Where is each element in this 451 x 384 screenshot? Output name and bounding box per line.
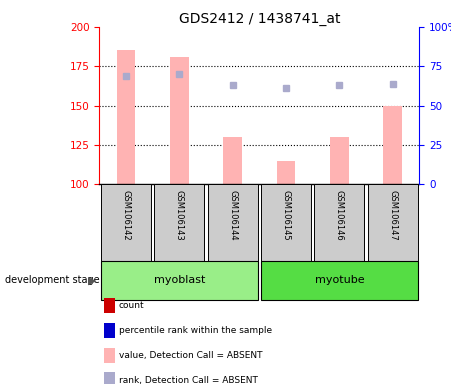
Text: myotube: myotube <box>314 275 364 285</box>
FancyBboxPatch shape <box>101 261 258 300</box>
Text: GSM106143: GSM106143 <box>175 190 184 241</box>
FancyBboxPatch shape <box>101 184 151 261</box>
Text: value, Detection Call = ABSENT: value, Detection Call = ABSENT <box>119 351 262 360</box>
FancyBboxPatch shape <box>368 184 418 261</box>
Bar <box>116 50 135 184</box>
Title: GDS2412 / 1438741_at: GDS2412 / 1438741_at <box>179 12 340 26</box>
FancyBboxPatch shape <box>154 184 204 261</box>
Text: ▶: ▶ <box>88 275 97 285</box>
Text: percentile rank within the sample: percentile rank within the sample <box>119 326 272 335</box>
Text: GSM106147: GSM106147 <box>388 190 397 241</box>
Text: GSM106146: GSM106146 <box>335 190 344 241</box>
Bar <box>330 137 349 184</box>
FancyBboxPatch shape <box>261 261 418 300</box>
Bar <box>223 137 242 184</box>
Text: rank, Detection Call = ABSENT: rank, Detection Call = ABSENT <box>119 376 258 384</box>
Text: GSM106144: GSM106144 <box>228 190 237 241</box>
Bar <box>276 161 295 184</box>
Bar <box>170 57 189 184</box>
FancyBboxPatch shape <box>314 184 364 261</box>
FancyBboxPatch shape <box>261 184 311 261</box>
Text: GSM106145: GSM106145 <box>281 190 290 241</box>
FancyBboxPatch shape <box>207 184 258 261</box>
Text: myoblast: myoblast <box>154 275 205 285</box>
Text: count: count <box>119 301 144 310</box>
Bar <box>383 106 402 184</box>
Text: development stage: development stage <box>5 275 99 285</box>
Text: GSM106142: GSM106142 <box>121 190 130 241</box>
